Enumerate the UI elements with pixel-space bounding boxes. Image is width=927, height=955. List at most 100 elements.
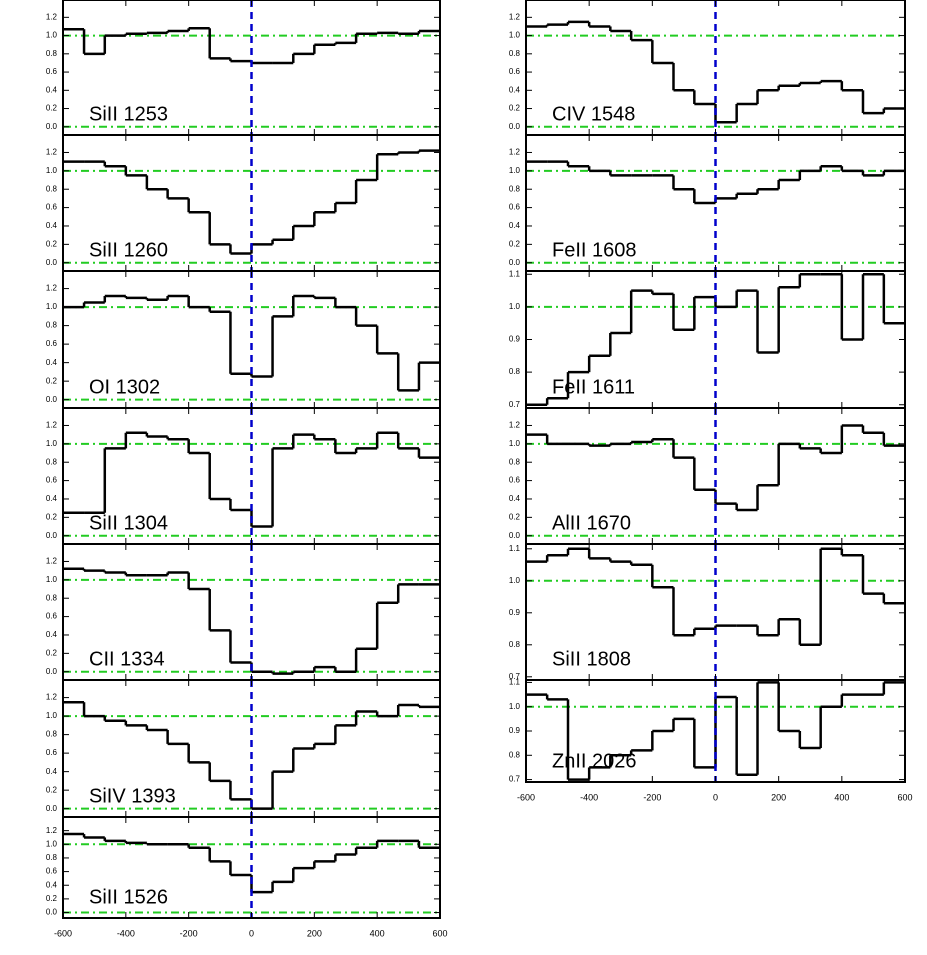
y-tick-label: 1.2 bbox=[509, 148, 521, 157]
y-tick-label: 1.1 bbox=[509, 678, 521, 687]
y-tick-label: 0.2 bbox=[46, 512, 58, 521]
y-tick-label: 1.0 bbox=[46, 166, 58, 175]
y-tick-label: 1.0 bbox=[46, 302, 58, 311]
y-tick-label: 0.9 bbox=[509, 726, 521, 735]
y-tick-label: 0.8 bbox=[46, 321, 58, 330]
y-tick-label: 1.2 bbox=[46, 557, 58, 566]
panel-label: SiII 1260 bbox=[89, 239, 168, 261]
y-tick-label: 0.8 bbox=[509, 184, 521, 193]
y-tick-label: 0.4 bbox=[46, 358, 58, 367]
y-tick-label: 1.2 bbox=[46, 148, 58, 157]
y-tick-label: 1.0 bbox=[509, 31, 521, 40]
y-tick-label: 0.4 bbox=[46, 630, 58, 639]
y-tick-label: 0.7 bbox=[509, 400, 521, 409]
y-tick-label: 0.2 bbox=[46, 648, 58, 657]
y-tick-label: 1.1 bbox=[509, 269, 521, 278]
y-tick-label: 0.2 bbox=[509, 104, 521, 113]
y-tick-label: 0.8 bbox=[46, 49, 58, 58]
y-tick-label: 0.6 bbox=[46, 612, 58, 621]
y-tick-label: 1.0 bbox=[509, 302, 521, 311]
y-tick-label: 0.0 bbox=[509, 258, 521, 267]
y-tick-label: 0.6 bbox=[46, 748, 58, 757]
y-tick-label: 0.0 bbox=[46, 804, 58, 813]
x-tick-label: -400 bbox=[580, 792, 598, 802]
y-tick-label: 0.0 bbox=[46, 258, 58, 267]
y-tick-label: 0.4 bbox=[509, 221, 521, 230]
panel-label: FeII 1608 bbox=[552, 239, 637, 261]
y-tick-label: 0.0 bbox=[46, 531, 58, 540]
y-tick-label: 0.2 bbox=[46, 239, 58, 248]
y-tick-label: 1.0 bbox=[509, 166, 521, 175]
y-tick-label: 0.4 bbox=[46, 880, 58, 889]
y-tick-label: 0.6 bbox=[46, 67, 58, 76]
y-tick-label: 0.4 bbox=[46, 767, 58, 776]
x-tick-label: 600 bbox=[897, 792, 912, 802]
panel-label: SiII 1253 bbox=[89, 103, 168, 125]
y-tick-label: 0.4 bbox=[46, 494, 58, 503]
y-tick-label: 1.0 bbox=[46, 711, 58, 720]
y-tick-label: 0.8 bbox=[509, 367, 521, 376]
y-tick-label: 1.0 bbox=[46, 439, 58, 448]
y-tick-label: 0.6 bbox=[46, 339, 58, 348]
y-tick-label: 0.0 bbox=[46, 667, 58, 676]
panel-label: CIV 1548 bbox=[552, 103, 635, 125]
y-tick-label: 0.2 bbox=[46, 785, 58, 794]
y-tick-label: 0.4 bbox=[509, 494, 521, 503]
y-tick-label: 0.6 bbox=[509, 476, 521, 485]
x-tick-label: -600 bbox=[54, 928, 72, 938]
y-tick-label: 1.0 bbox=[509, 576, 521, 585]
y-tick-label: 0.4 bbox=[509, 85, 521, 94]
panel-label: SiIV 1393 bbox=[89, 785, 176, 807]
y-tick-label: 0.2 bbox=[509, 512, 521, 521]
x-tick-label: -200 bbox=[643, 792, 661, 802]
y-tick-label: 0.4 bbox=[46, 85, 58, 94]
y-tick-label: 0.0 bbox=[46, 908, 58, 917]
y-tick-label: 0.6 bbox=[46, 867, 58, 876]
x-tick-label: -600 bbox=[517, 792, 535, 802]
x-tick-label: -200 bbox=[180, 928, 198, 938]
y-tick-label: 0.4 bbox=[46, 221, 58, 230]
y-tick-label: 0.0 bbox=[46, 395, 58, 404]
panel-label: FeII 1611 bbox=[552, 376, 635, 398]
y-tick-label: 0.8 bbox=[46, 593, 58, 602]
y-tick-label: 1.0 bbox=[46, 839, 58, 848]
x-tick-label: 0 bbox=[249, 928, 254, 938]
y-tick-label: 0.2 bbox=[46, 376, 58, 385]
y-tick-label: 1.0 bbox=[509, 439, 521, 448]
panel-label: ZnII 2026 bbox=[552, 750, 637, 772]
y-tick-label: 0.2 bbox=[46, 104, 58, 113]
x-tick-label: 0 bbox=[713, 792, 718, 802]
y-tick-label: 0.8 bbox=[46, 853, 58, 862]
y-tick-label: 0.6 bbox=[509, 67, 521, 76]
x-tick-label: 200 bbox=[307, 928, 322, 938]
y-tick-label: 1.2 bbox=[509, 12, 521, 21]
y-tick-label: 1.0 bbox=[46, 31, 58, 40]
y-tick-label: 0.7 bbox=[509, 672, 521, 681]
y-tick-label: 1.2 bbox=[46, 421, 58, 430]
panel-label: SiII 1808 bbox=[552, 648, 631, 670]
y-tick-label: 0.8 bbox=[509, 457, 521, 466]
y-tick-label: 0.6 bbox=[509, 203, 521, 212]
x-tick-label: 200 bbox=[771, 792, 786, 802]
panel-label: CII 1334 bbox=[89, 648, 165, 670]
y-tick-label: 0.6 bbox=[46, 476, 58, 485]
y-tick-label: 1.2 bbox=[46, 826, 58, 835]
y-tick-label: 0.9 bbox=[509, 608, 521, 617]
x-tick-label: 600 bbox=[432, 928, 447, 938]
x-tick-label: -400 bbox=[117, 928, 135, 938]
y-tick-label: 1.2 bbox=[46, 693, 58, 702]
y-tick-label: 0.9 bbox=[509, 335, 521, 344]
y-tick-label: 1.0 bbox=[46, 575, 58, 584]
y-tick-label: 1.2 bbox=[46, 284, 58, 293]
y-tick-label: 0.6 bbox=[46, 203, 58, 212]
y-tick-label: 0.8 bbox=[509, 750, 521, 759]
panel-label: OI 1302 bbox=[89, 376, 160, 398]
y-tick-label: 0.8 bbox=[46, 457, 58, 466]
y-tick-label: 1.2 bbox=[46, 12, 58, 21]
panel-label: SiII 1304 bbox=[89, 512, 168, 534]
y-tick-label: 0.0 bbox=[46, 122, 58, 131]
y-tick-label: 0.8 bbox=[46, 184, 58, 193]
y-tick-label: 1.1 bbox=[509, 544, 521, 553]
y-tick-label: 0.2 bbox=[46, 894, 58, 903]
